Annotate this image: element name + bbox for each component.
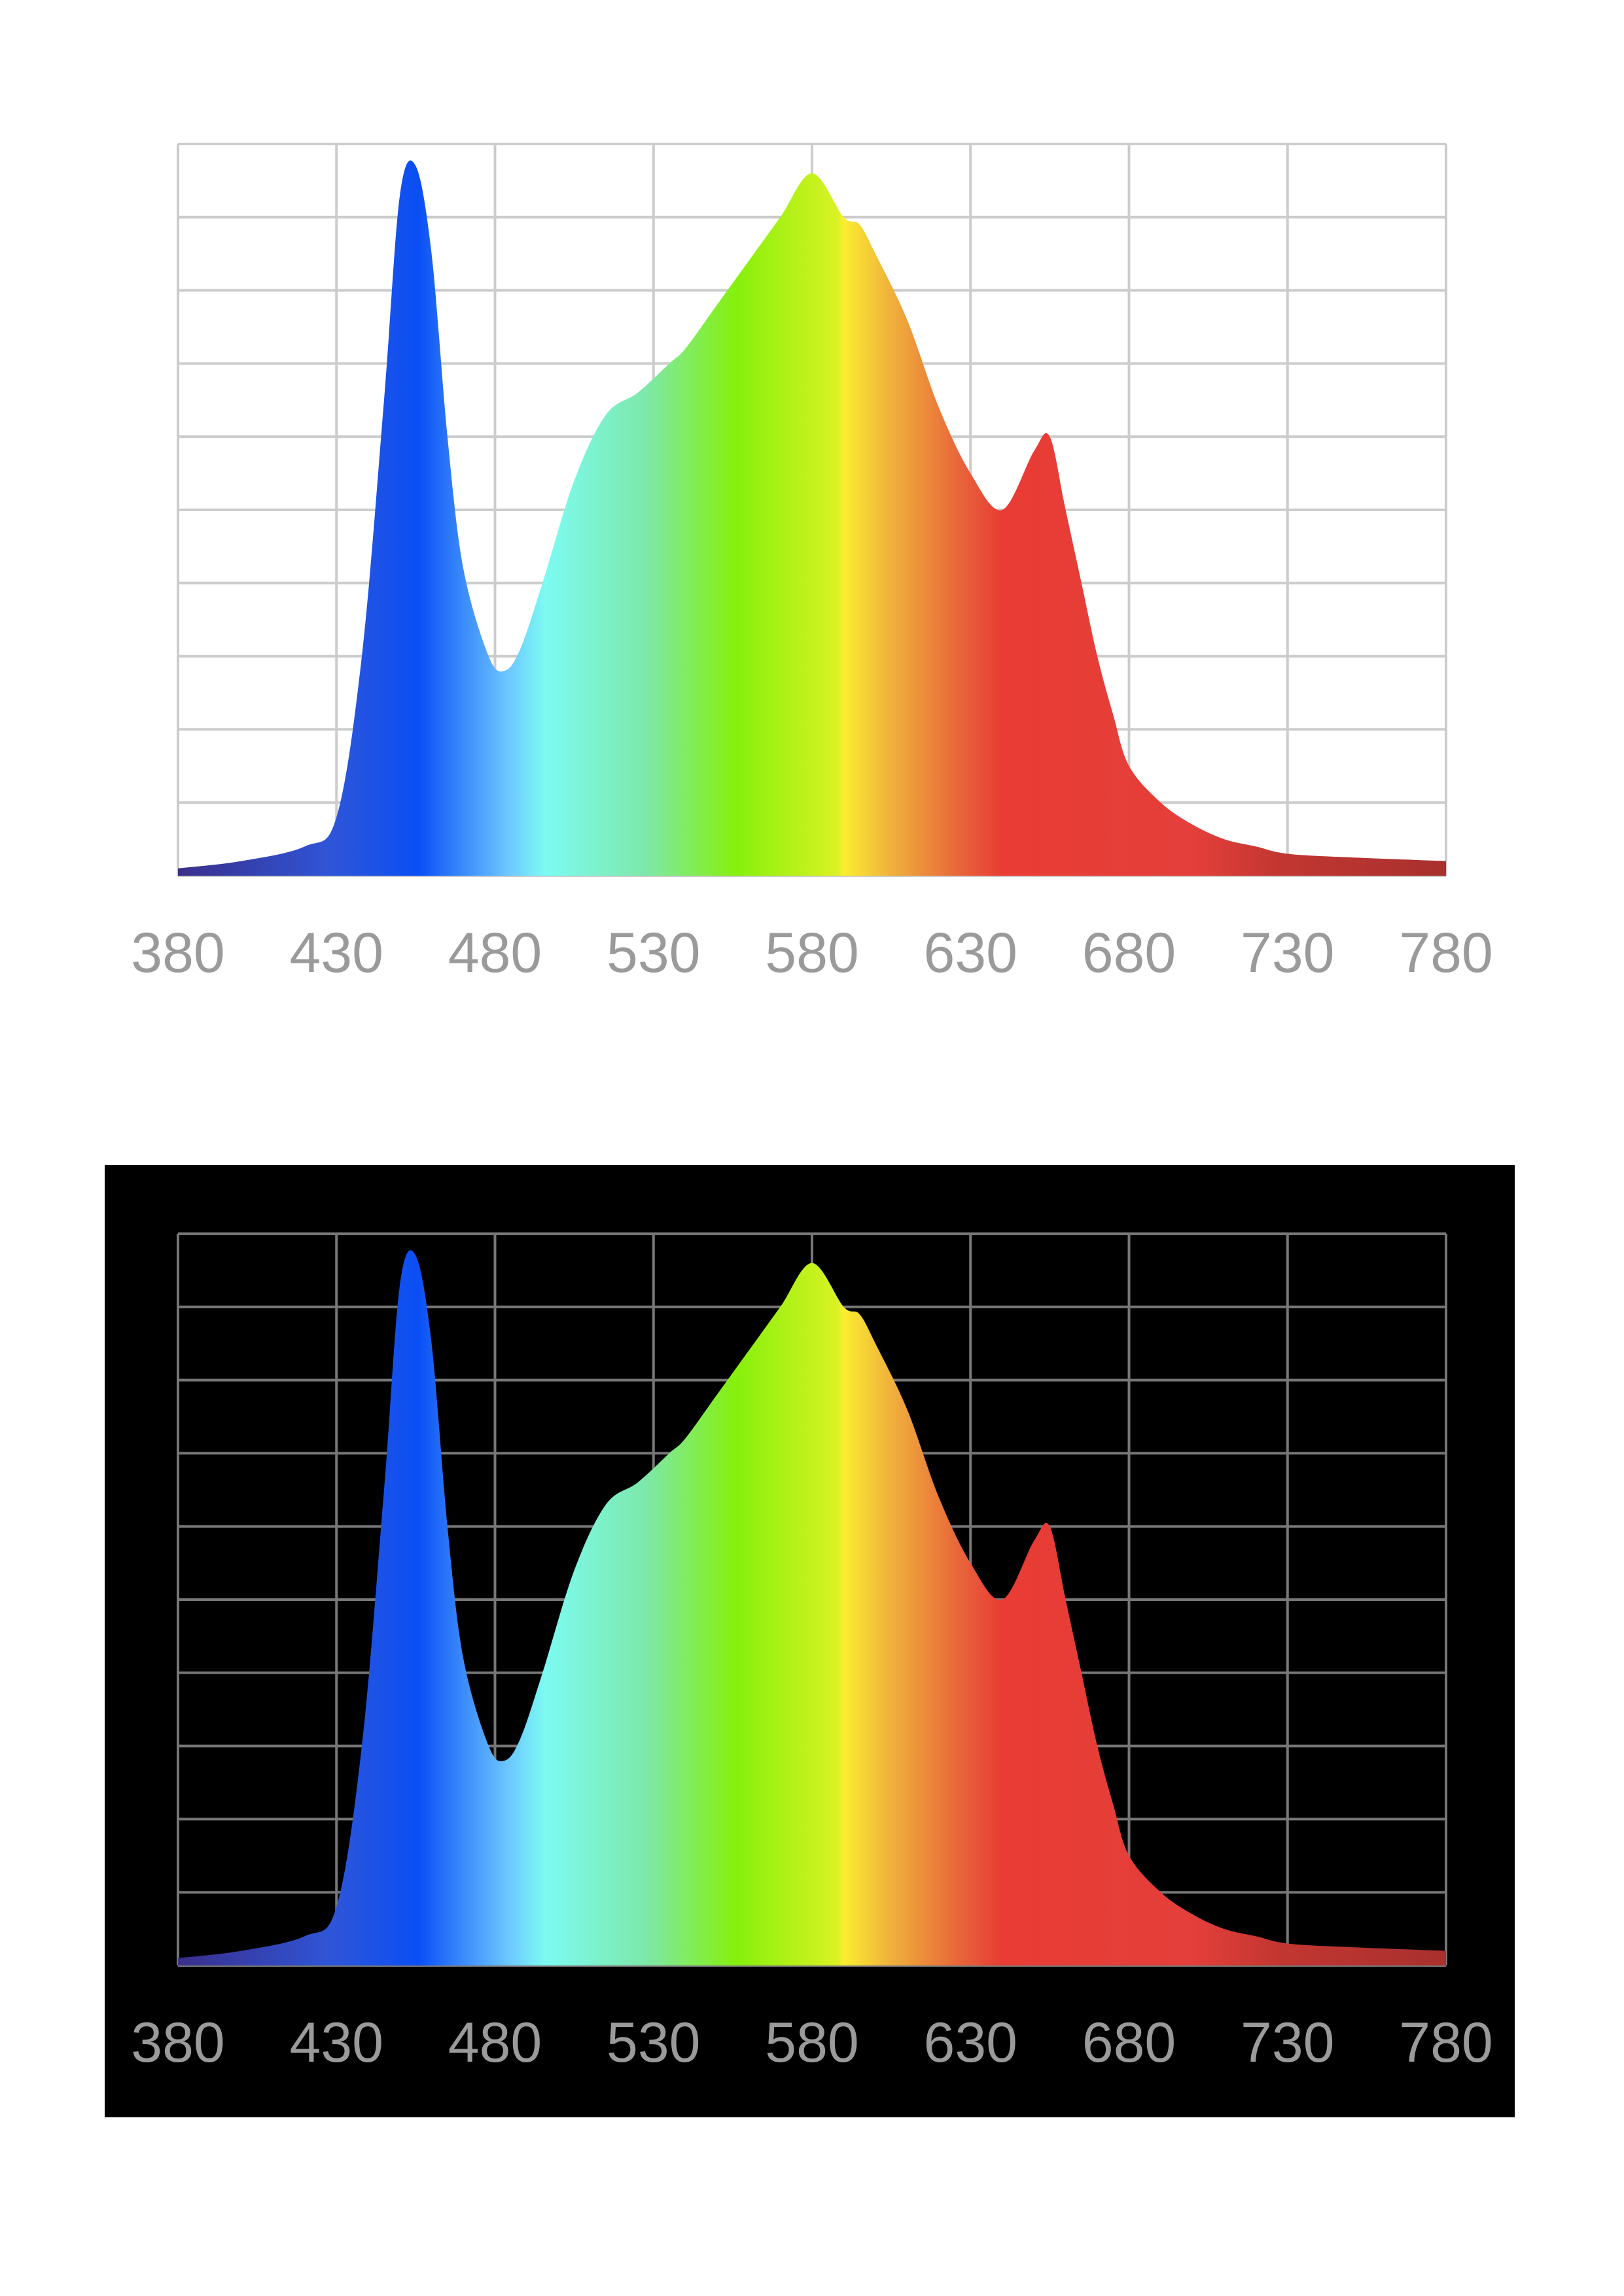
spectrum-chart-light-svg: 380 430 480 530 580 630 680 730 780 <box>131 143 1493 984</box>
x-tick-label: 580 <box>765 2011 859 2074</box>
spectrum-area <box>178 160 1446 876</box>
x-tick-label: 630 <box>924 2011 1018 2074</box>
spectrum-chart-light: 380 430 480 530 580 630 680 730 780 <box>0 0 1624 1113</box>
x-tick-label: 380 <box>131 922 225 984</box>
x-tick-label: 480 <box>448 922 542 984</box>
x-tick-label: 630 <box>924 922 1018 984</box>
x-tick-labels: 380 430 480 530 580 630 680 730 780 <box>131 2011 1493 2074</box>
x-tick-label: 480 <box>448 2011 542 2074</box>
x-tick-label: 580 <box>765 922 859 984</box>
x-tick-label: 530 <box>607 2011 701 2074</box>
x-tick-labels: 380 430 480 530 580 630 680 730 780 <box>131 922 1493 984</box>
spectrum-area <box>178 1250 1446 1965</box>
spectrum-chart-dark-svg: 380 430 480 530 580 630 680 730 780 <box>131 1232 1493 2074</box>
x-tick-label: 730 <box>1241 2011 1335 2074</box>
x-tick-label: 380 <box>131 2011 225 2074</box>
x-tick-label: 430 <box>290 2011 384 2074</box>
x-tick-label: 730 <box>1241 922 1335 984</box>
x-tick-label: 780 <box>1399 922 1493 984</box>
x-tick-label: 680 <box>1082 2011 1176 2074</box>
x-tick-label: 780 <box>1399 2011 1493 2074</box>
spectrum-chart-dark: 380 430 480 530 580 630 680 730 780 <box>0 1090 1624 2202</box>
x-tick-label: 530 <box>607 922 701 984</box>
x-tick-label: 430 <box>290 922 384 984</box>
x-tick-label: 680 <box>1082 922 1176 984</box>
